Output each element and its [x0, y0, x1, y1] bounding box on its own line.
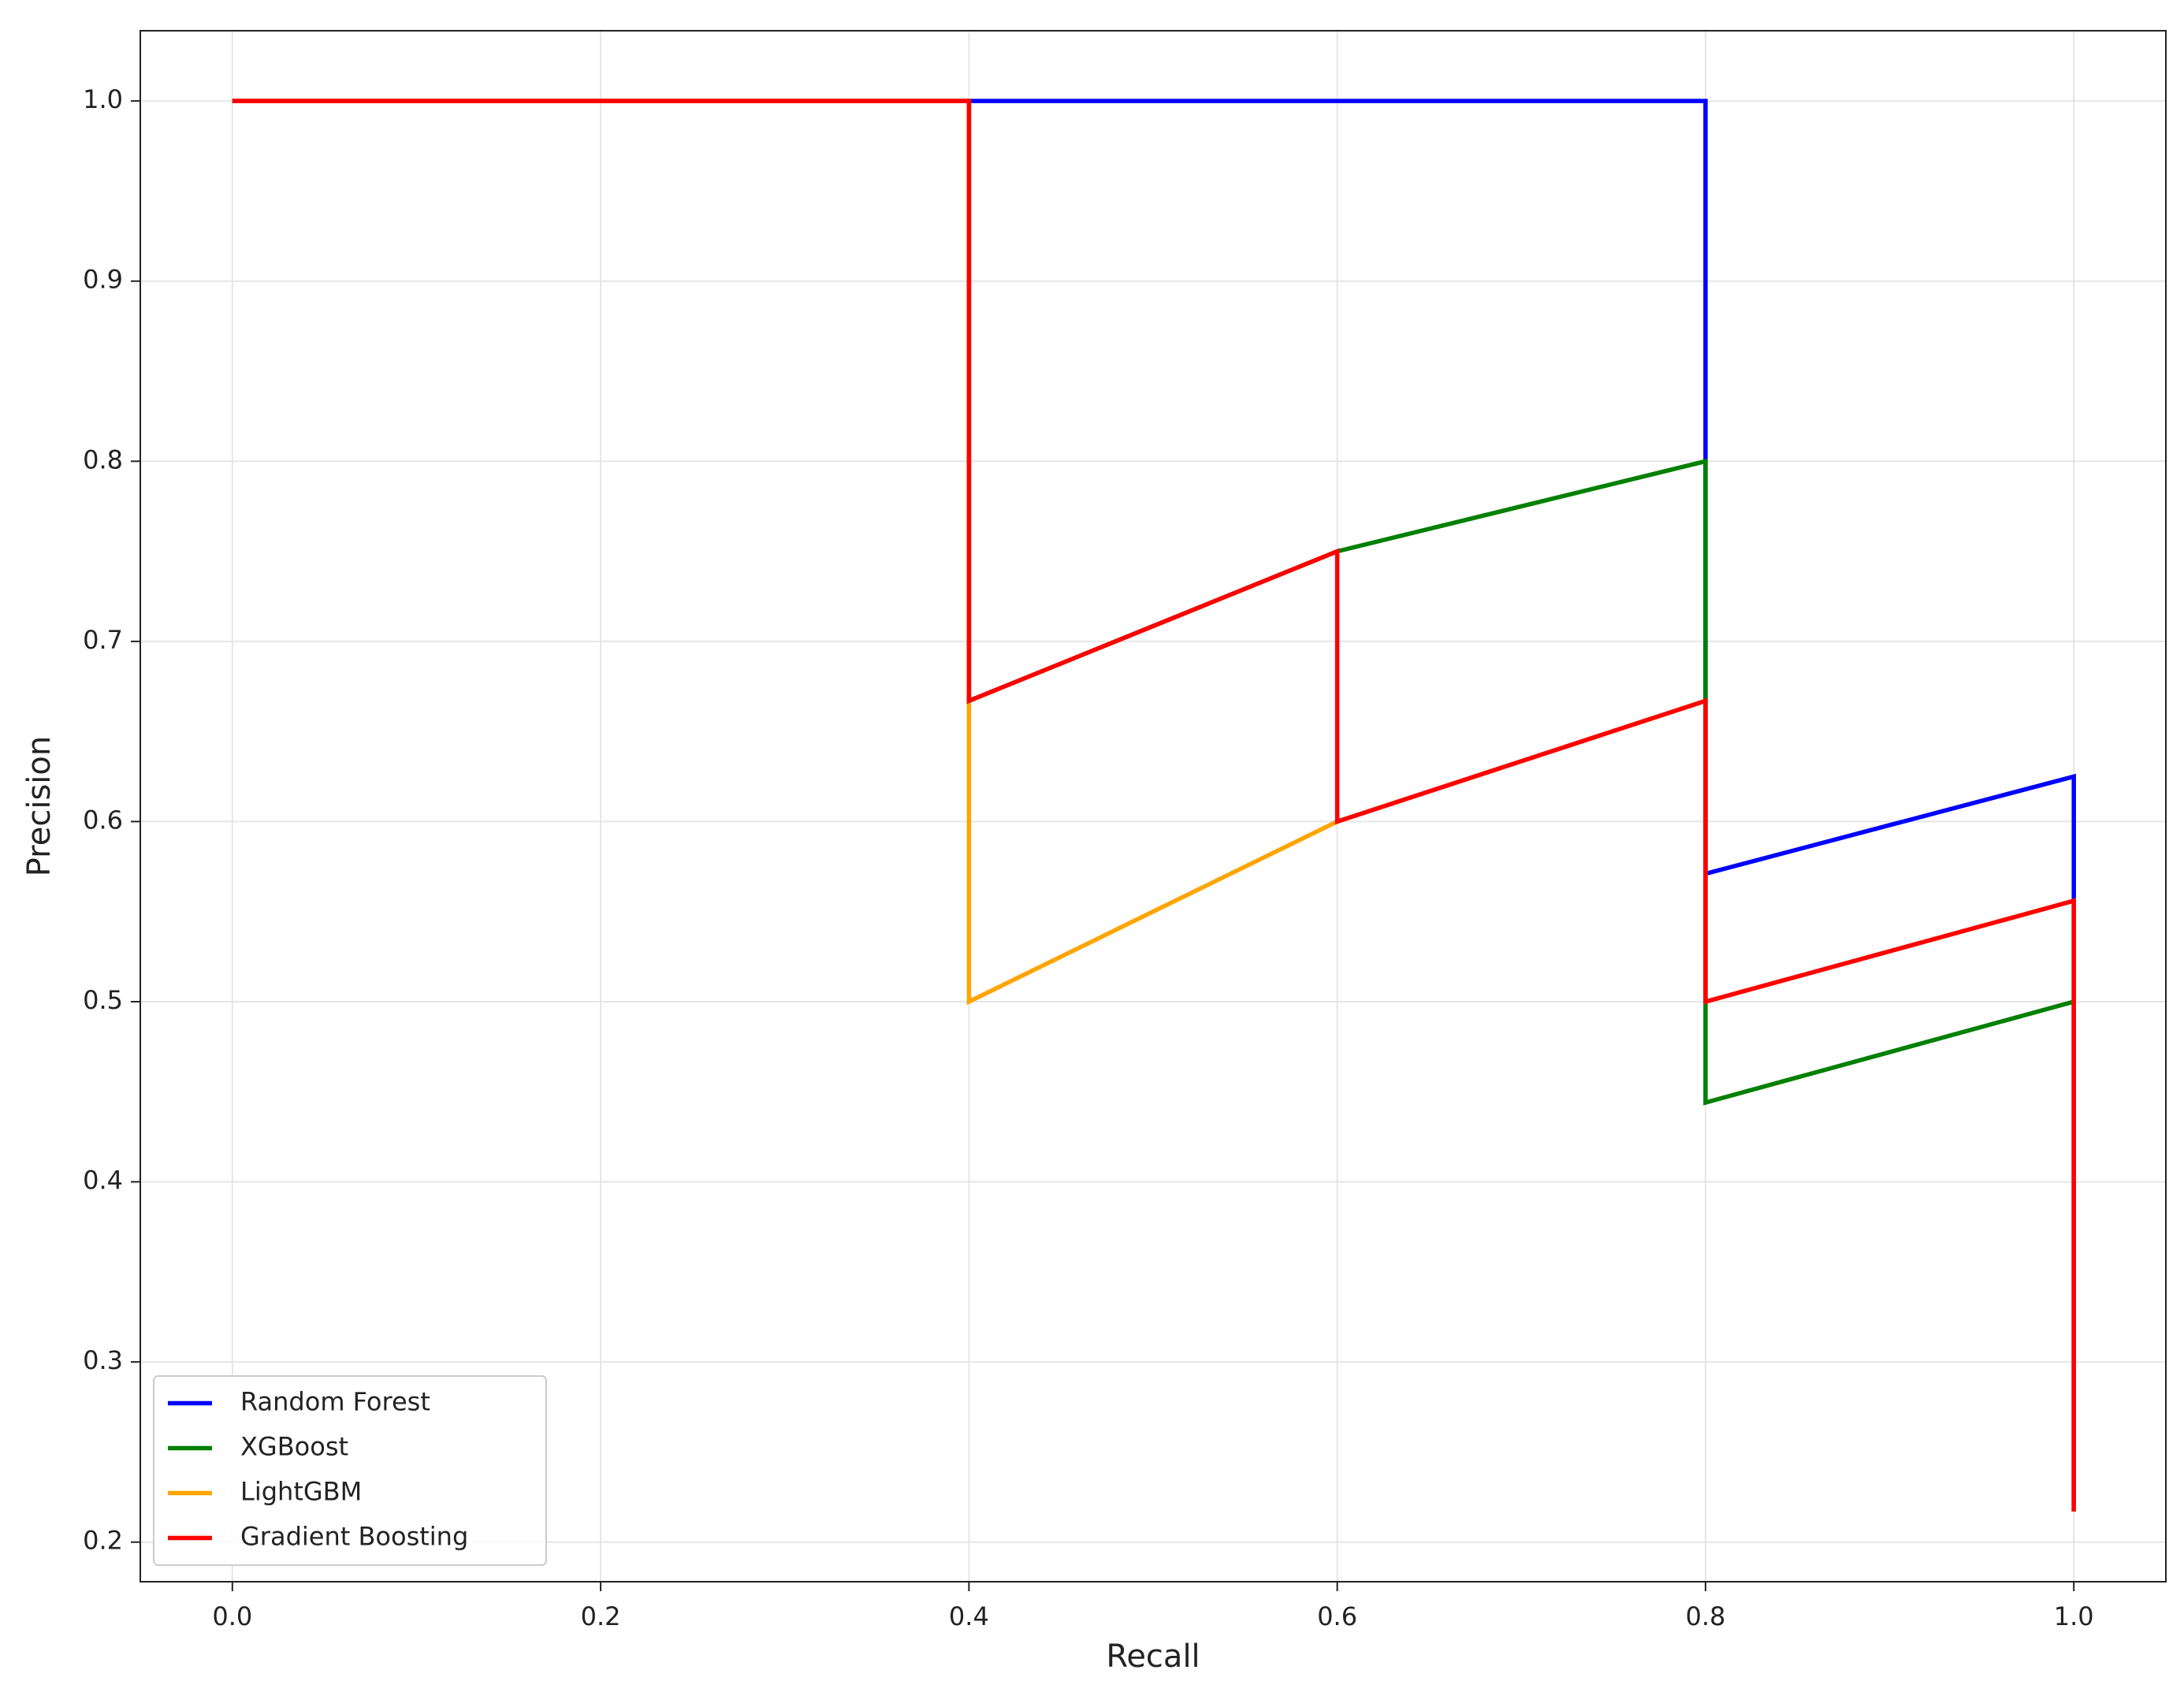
legend-label: LightGBM [240, 1477, 362, 1507]
x-axis-label: Recall [1106, 1638, 1200, 1675]
y-tick-label: 0.3 [83, 1345, 123, 1375]
series-line [232, 99, 2076, 1512]
x-tick-label: 0.6 [1317, 1601, 1357, 1631]
y-tick-label: 0.5 [83, 985, 123, 1015]
series-line [232, 99, 2076, 1512]
y-tick-label: 0.6 [83, 805, 123, 835]
x-tick-label: 1.0 [2054, 1601, 2094, 1631]
y-tick-label: 0.7 [83, 625, 123, 655]
legend-label: Random Forest [240, 1387, 430, 1417]
x-tick-label: 0.2 [581, 1601, 621, 1631]
series-line [232, 99, 2076, 1512]
y-tick-label: 1.0 [83, 84, 123, 114]
x-tick-label: 0.4 [949, 1601, 989, 1631]
y-tick-label: 0.2 [83, 1526, 123, 1556]
legend-label: Gradient Boosting [240, 1522, 468, 1552]
plot-frame [140, 30, 2167, 1583]
y-tick-label: 0.4 [83, 1166, 123, 1196]
legend-box [153, 1375, 547, 1566]
series-line [232, 99, 2076, 1512]
x-tick-label: 0.0 [212, 1601, 252, 1631]
y-tick-label: 0.8 [83, 444, 123, 474]
legend-label: XGBoost [240, 1432, 348, 1462]
y-axis-label: Precision [21, 736, 58, 876]
y-tick-label: 0.9 [83, 265, 123, 295]
x-tick-label: 0.8 [1685, 1601, 1725, 1631]
